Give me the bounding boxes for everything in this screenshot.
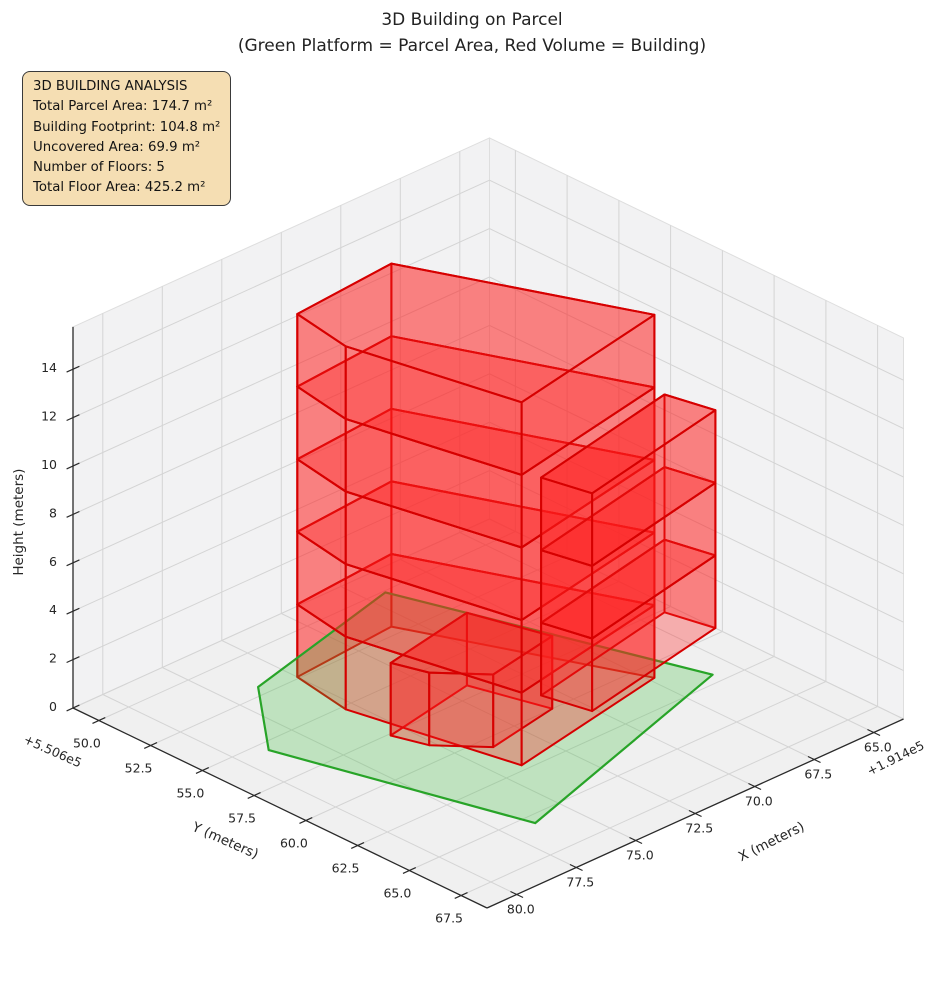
y-tick-label: 50.0: [73, 736, 101, 751]
z-tick-mark: [66, 656, 80, 664]
grid-x-floor: [400, 559, 815, 760]
x-tick-mark: [807, 755, 821, 764]
grid-x-floor: [162, 667, 577, 868]
z-tick-label: 14: [41, 360, 57, 375]
grid-x-floor: [281, 613, 696, 814]
grid-z-wall-right: [489, 421, 904, 623]
z-tick-label: 8: [49, 505, 57, 520]
info-line: Building Footprint: 104.8 m²: [33, 119, 221, 135]
y-tick-mark: [350, 842, 365, 849]
grid-z-wall-left: [72, 470, 490, 661]
grid-z-wall-right: [489, 518, 904, 720]
grid-z-wall-right: [489, 276, 904, 478]
y-tick-label: 67.5: [435, 911, 463, 926]
grid-z-wall-right: [489, 324, 904, 526]
grid-z-wall-left: [72, 179, 490, 370]
x-tick-mark: [748, 782, 762, 791]
grid-x-floor: [102, 694, 518, 895]
y-tick-mark: [92, 717, 106, 724]
grid-x-floor: [340, 586, 756, 787]
y-tick-mark: [195, 767, 210, 774]
y-tick-label: 57.5: [228, 811, 256, 826]
info-line: 3D BUILDING ANALYSIS: [33, 79, 188, 94]
x-tick-label: 77.5: [566, 875, 594, 890]
x-tick-mark: [688, 809, 702, 818]
x-tick-label: 70.0: [745, 794, 773, 809]
front-annex-wall: [428, 671, 495, 749]
building-analysis-info-box: 3D BUILDING ANALYSIS Total Parcel Area: 1…: [22, 71, 232, 206]
grid-y-floor: [98, 531, 516, 721]
y-tick-label: 62.5: [332, 861, 360, 876]
y-tick-mark: [454, 892, 468, 899]
grid-z-wall-right: [489, 373, 904, 575]
z-tick-label: 12: [41, 409, 57, 424]
y-tick-label: 60.0: [280, 836, 308, 851]
x-tick-mark: [510, 890, 524, 899]
grid-z-wall-left: [72, 276, 490, 467]
x-tick-label: 75.0: [626, 848, 654, 863]
chart-title: 3D Building on Parcel (Green Platform = …: [0, 7, 944, 59]
z-tick-mark: [66, 607, 80, 615]
grid-z-wall-left: [72, 518, 490, 709]
grid-z-wall-right: [489, 179, 904, 381]
front-annex-wall: [389, 661, 431, 747]
grid-y-floor: [305, 631, 723, 821]
y-tick-mark: [299, 817, 313, 824]
grid-y-floor: [357, 656, 775, 846]
grid-x-floor: [459, 532, 875, 733]
z-tick-mark: [66, 462, 80, 470]
x-tick-mark: [569, 863, 583, 872]
z-tick-label: 4: [49, 602, 57, 617]
y-tick-label: 65.0: [383, 886, 411, 901]
y-tick-label: 52.5: [125, 761, 153, 776]
x-tick-label: 65.0: [864, 740, 892, 755]
grid-y-floor: [202, 581, 620, 771]
x-tick-label: 80.0: [507, 902, 535, 917]
grid-z-wall-right: [489, 470, 904, 672]
right-tower-wall: [540, 476, 594, 567]
info-line: Number of Floors: 5: [33, 160, 165, 176]
info-line: Uncovered Area: 69.9 m²: [33, 139, 201, 155]
grid-z-wall-left: [72, 421, 490, 612]
grid-y-floor: [150, 556, 568, 746]
z-tick-mark: [66, 365, 80, 373]
main-tower-wall: [344, 345, 523, 476]
x-tick-label: 72.5: [685, 821, 713, 836]
grid-z-wall-left: [72, 324, 490, 515]
z-tick-label: 10: [41, 457, 57, 472]
z-axis-label: Height (meters): [11, 469, 27, 576]
info-line: Total Floor Area: 425.2 m²: [33, 180, 206, 196]
z-tick-mark: [66, 559, 80, 567]
z-tick-label: 6: [49, 554, 57, 569]
grid-y-floor: [460, 706, 878, 896]
y-tick-label: 55.0: [176, 786, 204, 801]
x-tick-mark: [629, 836, 643, 845]
z-tick-label: 0: [49, 699, 57, 714]
y-tick-mark: [402, 867, 417, 874]
chart-title-line1: 3D Building on Parcel: [381, 10, 563, 30]
z-tick-label: 2: [49, 651, 57, 666]
z-tick-mark: [66, 704, 80, 712]
y-tick-mark: [247, 792, 261, 799]
grid-z-wall-right: [489, 228, 904, 430]
y-axis-spine: [72, 707, 488, 909]
grid-y-floor: [409, 681, 827, 871]
x-tick-mark: [867, 728, 881, 737]
grid-z-wall-left: [72, 373, 490, 564]
z-tick-mark: [66, 510, 80, 518]
x-axis-label: X (meters): [736, 819, 807, 865]
x-tick-label: 67.5: [804, 767, 832, 782]
parcel-area: [257, 591, 714, 825]
info-line: Total Parcel Area: 174.7 m²: [33, 99, 213, 115]
y-tick-mark: [143, 742, 158, 749]
grid-z-wall-left: [72, 228, 490, 419]
chart-title-line2: (Green Platform = Parcel Area, Red Volum…: [237, 36, 707, 56]
z-tick-mark: [66, 414, 80, 422]
